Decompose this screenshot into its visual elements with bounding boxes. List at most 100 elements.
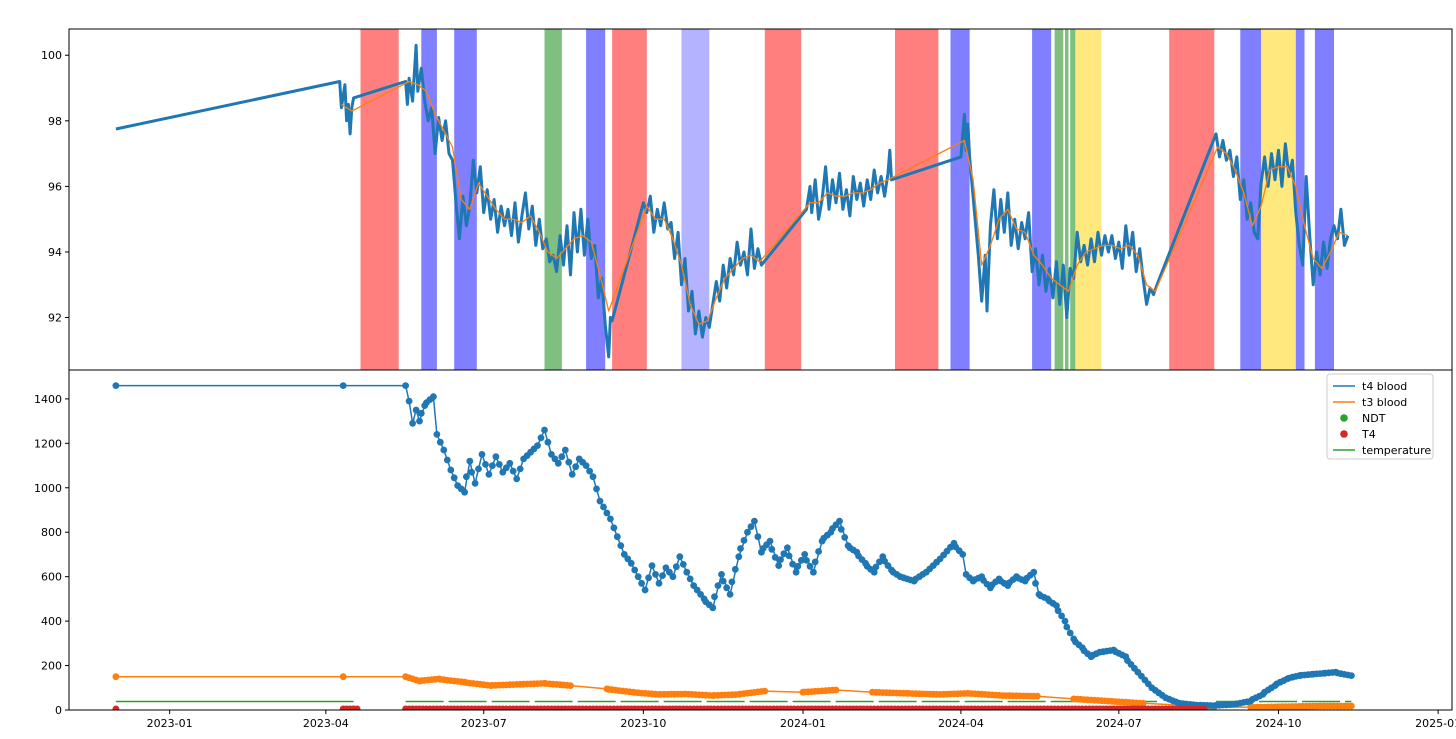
- x-tick-label: 2023-01: [147, 717, 193, 730]
- t4-blood-point: [558, 453, 566, 461]
- t4-blood-point: [815, 548, 822, 555]
- t4-blood-point: [582, 462, 590, 469]
- t4-blood-point: [568, 471, 576, 478]
- t4-blood-point: [471, 479, 479, 487]
- t4-blood-point: [495, 461, 503, 468]
- t4-blood-point: [417, 409, 425, 417]
- bottom-y-tick-label: 0: [55, 704, 62, 717]
- shaded-band-12: [1054, 29, 1064, 370]
- t4-blood-point: [747, 523, 755, 531]
- legend-label-T4: T4: [1361, 428, 1376, 441]
- t4-blood-point: [718, 571, 725, 578]
- top-series-2-line: [341, 80, 1349, 325]
- t4-blood-point: [506, 459, 514, 467]
- t4-blood-point: [1053, 602, 1060, 609]
- t4-blood-point: [600, 503, 607, 511]
- t4-blood-point: [416, 417, 423, 425]
- shaded-band-14: [1070, 29, 1076, 370]
- t4-blood-point: [686, 575, 694, 583]
- t4-blood-point: [537, 434, 545, 442]
- top-y-tick-label: 92: [48, 312, 62, 325]
- t4-blood-point: [731, 565, 739, 573]
- bottom-x-axis: 2023-01 2023-04 2023-07 2023-10 2024-01 2024-…: [147, 710, 1456, 730]
- shaded-band-15: [1075, 29, 1102, 370]
- shaded-band-20: [1314, 29, 1334, 370]
- t4-blood-point: [740, 537, 748, 544]
- t4-blood-point: [780, 550, 788, 558]
- t4-blood-point: [554, 459, 562, 467]
- t4-blood-point: [430, 393, 437, 401]
- t4-blood-point: [634, 573, 642, 581]
- legend-box: [1326, 373, 1434, 460]
- t4-blood-point: [631, 566, 639, 574]
- t4-blood-point: [766, 537, 774, 545]
- bottom-y-tick-label: 400: [41, 615, 62, 628]
- legend: t4 blood t3 blood NDT T4 temperature: [1326, 373, 1434, 460]
- t4-blood-point: [461, 488, 468, 496]
- t4-blood-point: [627, 559, 635, 567]
- t4-blood-point: [450, 474, 458, 482]
- t4-blood-point: [872, 563, 880, 571]
- t4-blood-point: [112, 382, 120, 389]
- t4-blood-point: [593, 485, 600, 493]
- t4-blood-point: [806, 562, 814, 570]
- top-y-tick-label: 100: [41, 49, 62, 62]
- shaded-band-3: [454, 29, 477, 370]
- t4-blood-point: [409, 419, 416, 427]
- bottom-y-tick-label: 1000: [34, 482, 62, 495]
- t4-blood-point: [402, 382, 409, 389]
- x-tick-label: 2023-07: [461, 717, 507, 730]
- t4-blood-point: [792, 568, 800, 576]
- t4-blood-point: [810, 568, 817, 576]
- T4-point: [1200, 705, 1208, 710]
- t4-blood-point: [751, 517, 758, 525]
- legend-label-t4-blood: t4 blood: [1362, 380, 1407, 393]
- t4-blood-point: [803, 557, 810, 564]
- x-tick-label: 2024-01: [780, 717, 826, 730]
- t4-blood-point: [641, 586, 649, 594]
- t4-blood-point: [613, 533, 621, 541]
- shaded-band-7: [681, 29, 710, 370]
- shaded-band-10: [950, 29, 970, 370]
- shaded-band-19: [1295, 29, 1305, 370]
- t4-blood-point: [478, 451, 486, 458]
- shaded-band-9: [895, 29, 939, 370]
- top-series: [115, 43, 1350, 359]
- t4-blood-point: [811, 558, 819, 566]
- t4-blood-point: [683, 568, 691, 576]
- x-tick-label: 2024-07: [1096, 717, 1142, 730]
- t4-blood-point: [492, 453, 500, 461]
- t4-blood-point: [709, 604, 717, 612]
- t4-blood-point: [784, 544, 791, 552]
- t4-blood-point: [785, 552, 793, 560]
- t4-blood-point: [475, 465, 482, 473]
- t3-blood-point: [1139, 699, 1147, 707]
- t4-blood-point: [754, 533, 762, 541]
- t4-blood-point: [412, 406, 420, 414]
- t4-blood-point: [797, 557, 805, 564]
- t4-blood-point: [1054, 607, 1062, 615]
- t4-blood-point: [603, 509, 611, 517]
- t4-blood-point: [876, 558, 883, 566]
- t4-blood-point: [714, 582, 722, 589]
- bottom-y-tick-label: 1200: [34, 437, 62, 450]
- t4-blood-point: [463, 473, 470, 481]
- x-tick-label: 2025-01: [1415, 717, 1456, 730]
- t3-blood-point: [339, 673, 347, 681]
- t3-blood-point: [761, 687, 769, 695]
- top-y-tick-label: 98: [48, 115, 62, 128]
- t4-blood-point: [728, 578, 736, 586]
- t3-blood-point: [1348, 702, 1355, 710]
- t4-blood-point: [1061, 617, 1069, 625]
- t4-blood-point: [509, 467, 517, 475]
- t4-blood-point: [837, 525, 845, 533]
- t4-blood-point: [794, 562, 802, 570]
- t3-blood-point: [567, 682, 574, 689]
- top-chart: 92 94 96 98 100: [41, 28, 1453, 371]
- t4-blood-point: [607, 515, 614, 523]
- t4-blood-point: [561, 446, 569, 454]
- t4-blood-point: [596, 497, 604, 505]
- t4-blood-point: [841, 534, 849, 541]
- bottom-chart: 0 200 400 600 800 1000 1200 1400 2023-01 2023-04…: [34, 369, 1456, 730]
